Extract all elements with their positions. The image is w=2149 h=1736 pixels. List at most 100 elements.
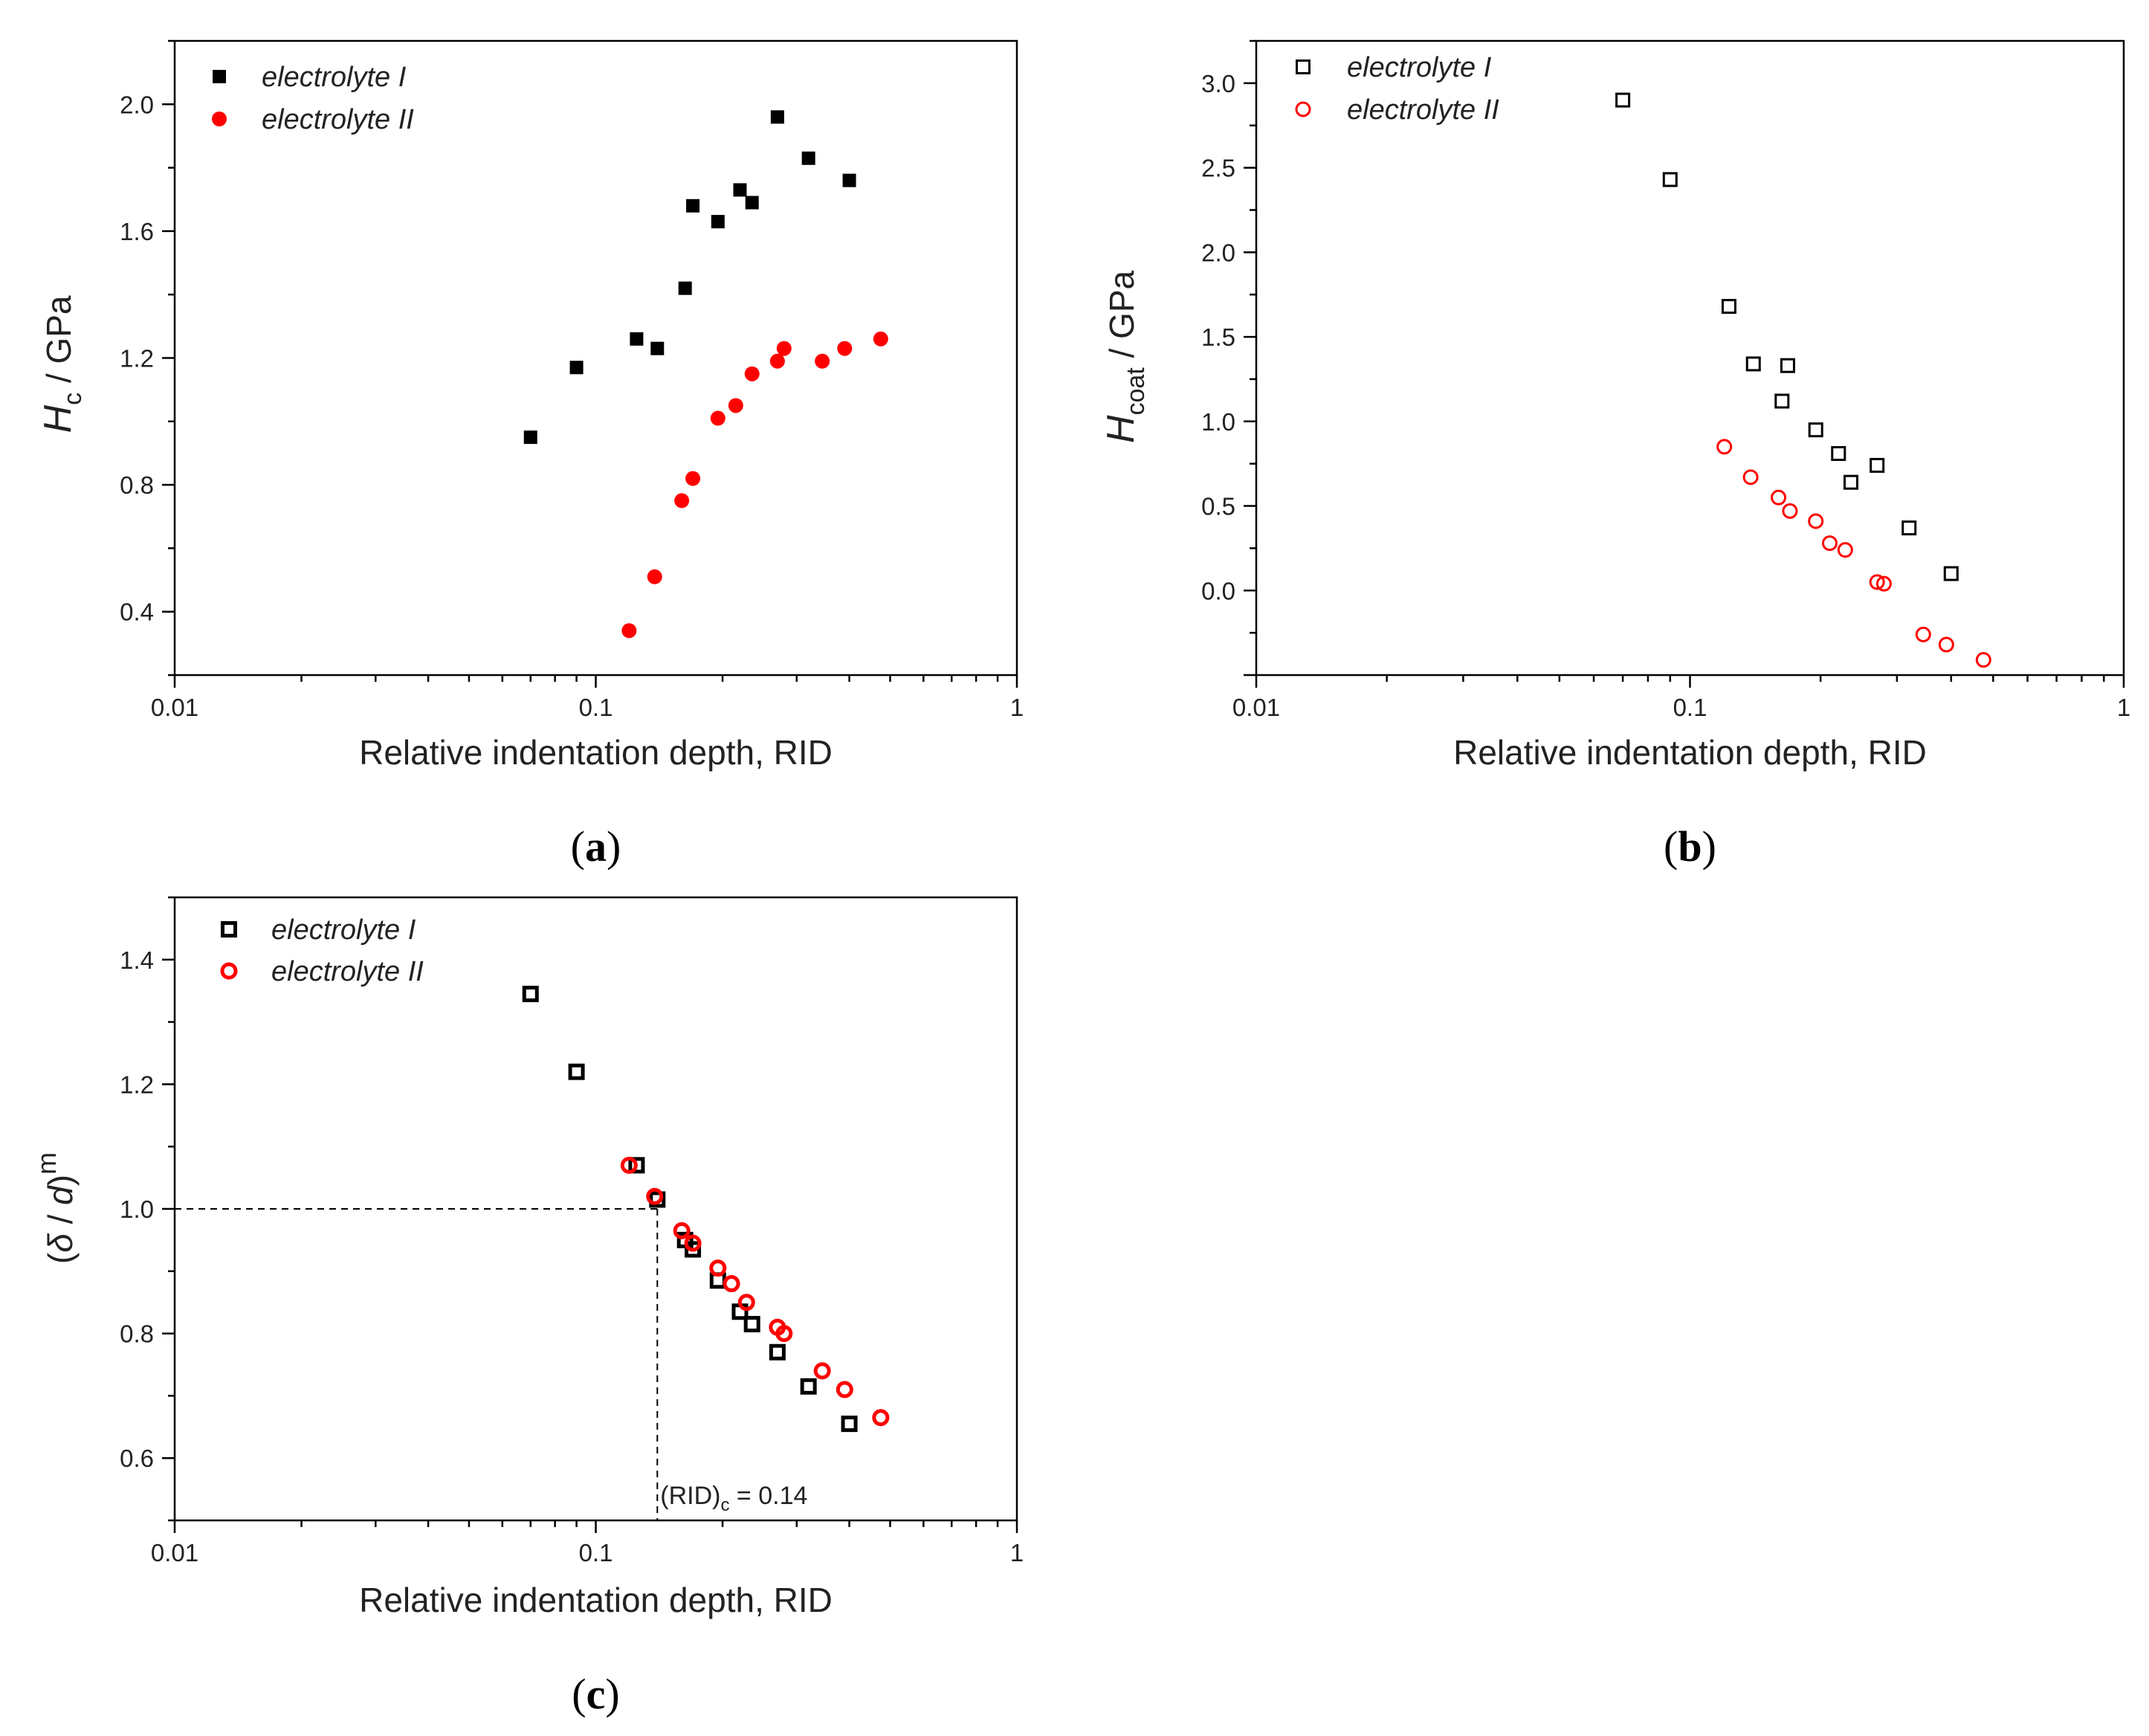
x-tick-label: 0.1 <box>579 694 613 721</box>
panel-a-chart: 0.01 0.1 1 0.4 0.8 1.2 1.6 2.0 Relative indentat… <box>36 39 1024 871</box>
data-point <box>1869 574 1885 590</box>
legend: electrolyte I electrolyte II <box>212 62 414 135</box>
legend-marker <box>221 921 237 938</box>
x-tick-label: 0.01 <box>1232 694 1280 721</box>
data-point <box>1721 299 1736 314</box>
y-tick-label: 0.8 <box>120 471 154 499</box>
legend-marker <box>1295 101 1311 117</box>
legend-marker <box>212 112 227 126</box>
legend-label: electrolyte I <box>271 914 416 946</box>
data-point <box>621 623 637 639</box>
panel-label-paren-close: ) <box>605 1670 619 1718</box>
y-axis-ticks <box>162 896 175 1522</box>
x-axis-title: Relative indentation depth, RID <box>1453 733 1927 772</box>
x-tick-label: 1 <box>1010 1539 1024 1566</box>
panel-label-paren-open: ( <box>572 1670 586 1718</box>
data-point <box>1915 626 1931 642</box>
y-tick-label: 1.0 <box>1201 408 1235 436</box>
y-tick-label: 0.0 <box>1201 577 1235 604</box>
series-2 <box>620 1156 890 1427</box>
x-axis-ticks <box>1255 675 2125 688</box>
x-tick-label: 1 <box>1010 694 1024 721</box>
data-point <box>647 569 662 584</box>
data-point <box>628 1157 645 1174</box>
data-point <box>1771 489 1787 506</box>
data-point <box>1875 575 1892 592</box>
data-point <box>709 1259 727 1277</box>
y-axis-ticks <box>1244 39 1256 677</box>
data-point <box>522 985 539 1002</box>
data-point <box>1938 636 1954 653</box>
data-point <box>650 341 665 355</box>
data-point <box>737 1294 755 1311</box>
legend-label: electrolyte I <box>1347 52 1492 83</box>
panel-label-letter: c <box>586 1670 606 1718</box>
legend: electrolyte I electrolyte II <box>1295 52 1499 126</box>
data-point <box>1975 652 1991 668</box>
y-tick-label: 0.5 <box>1201 493 1235 520</box>
y-title-superscript: m <box>31 1152 62 1175</box>
data-point <box>678 281 692 295</box>
data-point <box>630 332 644 346</box>
legend-marker <box>220 962 238 980</box>
y-title-subscript: coat <box>1122 367 1150 416</box>
data-point <box>1745 356 1761 372</box>
legend: electrolyte I electrolyte II <box>220 914 424 987</box>
data-point <box>685 471 701 486</box>
data-point <box>873 331 888 346</box>
data-point <box>723 1275 740 1293</box>
y-tick-label: 0.8 <box>120 1320 154 1348</box>
data-point <box>649 1191 666 1208</box>
panel-label-paren-open: ( <box>571 822 585 871</box>
data-point <box>1780 358 1795 373</box>
data-point <box>1808 513 1824 529</box>
y-title-main: H <box>1099 415 1143 443</box>
y-axis-title: Hcoat / GPa <box>1099 270 1150 443</box>
data-point <box>800 1378 817 1395</box>
data-point <box>872 1409 890 1427</box>
data-point <box>744 366 760 381</box>
data-point <box>1716 439 1733 455</box>
y-title-separator: / <box>41 1205 80 1233</box>
data-point <box>1831 446 1846 462</box>
x-tick-label: 0.1 <box>579 1539 613 1566</box>
y-axis-title: Hc / GPa <box>36 295 87 433</box>
y-title-subscript: c <box>59 393 87 405</box>
y-tick-label: 1.2 <box>120 1071 154 1098</box>
y-tick-label: 2.0 <box>120 91 154 118</box>
data-point <box>1843 474 1859 490</box>
panel-label-paren-close: ) <box>1702 822 1716 871</box>
data-point <box>568 1063 585 1080</box>
x-axis-ticks <box>173 675 1018 688</box>
data-point <box>776 341 792 356</box>
data-point <box>1870 457 1885 473</box>
y-title-unit: / GPa <box>1102 270 1141 367</box>
data-point <box>1837 542 1853 558</box>
legend-marker <box>213 70 226 83</box>
x-axis-title: Relative indentation depth, RID <box>359 1581 833 1619</box>
panel-b-chart: 0.01 0.1 1 0.0 0.5 1.0 1.5 2.0 2.5 3.0 Relative in… <box>1099 39 2130 871</box>
data-point <box>1943 566 1959 581</box>
data-point <box>745 196 759 210</box>
legend-label: electrolyte II <box>271 956 424 987</box>
data-point <box>1901 520 1917 536</box>
data-point <box>686 199 700 213</box>
annotation-value: = 0.14 <box>729 1482 807 1510</box>
data-point <box>775 1325 793 1343</box>
data-point <box>836 1381 853 1398</box>
y-tick-label: 1.0 <box>120 1195 154 1223</box>
data-point <box>733 183 747 197</box>
data-point <box>837 341 853 356</box>
data-point <box>1615 92 1631 108</box>
y-tick-label: 1.4 <box>120 946 154 974</box>
data-point <box>1662 172 1678 187</box>
data-point <box>710 410 726 426</box>
y-tick-label: 1.2 <box>120 345 154 372</box>
panel-label-paren-close: ) <box>607 822 621 871</box>
data-point <box>842 173 856 187</box>
panel-label: (b) <box>1664 822 1716 871</box>
y-title-paren-close: ) <box>41 1175 80 1186</box>
panel-label: (c) <box>572 1670 619 1718</box>
data-point <box>769 1343 786 1361</box>
legend-label: electrolyte II <box>262 104 414 135</box>
